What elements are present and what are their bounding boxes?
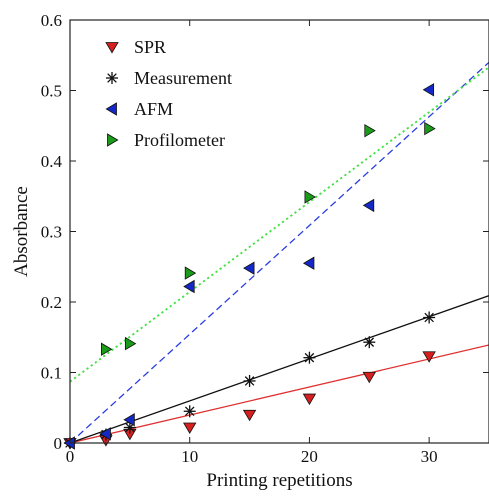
data-point-spr (242, 409, 257, 422)
fit-line-afm (69, 61, 489, 444)
legend-label-measurement: Measurement (134, 68, 232, 88)
data-point-measurement (183, 405, 196, 418)
y-tick-label: 0.3 (41, 223, 62, 242)
x-tick-label: 20 (301, 447, 318, 466)
axis-ticks: 0 10 20 30 0 0.1 0.2 0.3 0.4 0.5 0.6 (41, 11, 489, 466)
x-tick-label: 10 (181, 447, 198, 466)
y-tick-label: 0.1 (41, 364, 62, 383)
data-point-measurement (363, 336, 376, 349)
data-point-measurement (303, 351, 316, 364)
data-point-profilometer (424, 121, 436, 136)
data-point-profilometer (101, 342, 113, 356)
y-axis-title: Absorbance (11, 186, 32, 277)
data-point-afm (302, 256, 315, 270)
data-point-measurement (243, 374, 256, 387)
data-point-spr (422, 351, 436, 363)
data-point-profilometer (364, 123, 376, 138)
y-tick-label: 0.5 (41, 82, 62, 101)
data-markers (63, 83, 436, 450)
data-point-afm (99, 427, 111, 441)
legend-marker-profilometer (107, 133, 119, 147)
data-point-spr (302, 393, 317, 406)
y-tick-label: 0.4 (41, 152, 63, 171)
legend: SPR Measurement AFM Profilometer (105, 37, 232, 150)
data-point-afm (123, 413, 135, 427)
data-point-spr (362, 371, 376, 384)
y-tick-label: 0.6 (41, 11, 62, 30)
data-point-afm (183, 279, 195, 294)
data-point-spr (183, 422, 197, 434)
fit-line-measurement (69, 295, 489, 444)
x-tick-label: 30 (421, 447, 438, 466)
legend-label-spr: SPR (134, 37, 166, 57)
legend-marker-measurement (106, 72, 118, 84)
fit-line-spr (69, 344, 489, 444)
legend-marker-afm (105, 102, 117, 116)
data-point-afm (362, 198, 375, 213)
x-tick-label: 0 (66, 447, 75, 466)
data-point-measurement (423, 311, 436, 324)
x-axis-title: Printing repetitions (206, 470, 352, 491)
fit-line-profilometer (69, 66, 489, 383)
legend-label-profilometer: Profilometer (134, 130, 225, 150)
y-tick-label: 0.2 (41, 293, 62, 312)
data-point-profilometer (304, 190, 316, 204)
data-point-afm (243, 261, 255, 275)
y-tick-label: 0 (54, 434, 63, 453)
legend-label-afm: AFM (134, 99, 173, 119)
data-point-afm (422, 83, 435, 97)
fit-lines (69, 61, 489, 444)
data-point-profilometer (124, 336, 137, 351)
data-point-profilometer (184, 266, 197, 280)
legend-marker-spr (105, 42, 119, 54)
